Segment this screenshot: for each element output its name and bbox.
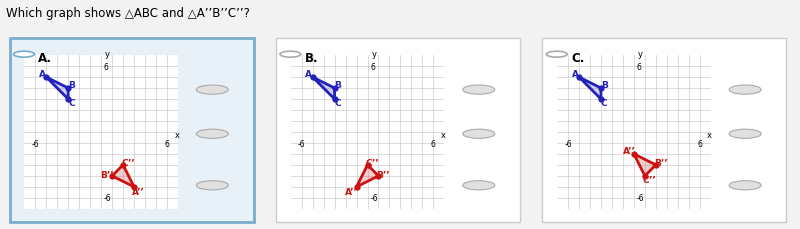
Text: Which graph shows △ABC and △A’’B’’C’’?: Which graph shows △ABC and △A’’B’’C’’?: [6, 7, 250, 20]
Text: C: C: [334, 99, 341, 108]
Text: C’’: C’’: [366, 158, 379, 167]
Text: C.: C.: [571, 52, 585, 65]
Text: y: y: [105, 50, 110, 59]
Text: B.: B.: [305, 52, 318, 65]
Text: x: x: [707, 131, 712, 140]
Text: y: y: [638, 50, 642, 59]
Text: C’’: C’’: [121, 158, 135, 167]
Polygon shape: [357, 165, 378, 187]
Text: 6: 6: [165, 139, 170, 148]
Text: y: y: [371, 50, 376, 59]
Text: C: C: [68, 99, 74, 108]
Text: A: A: [306, 69, 312, 78]
Text: -6: -6: [31, 139, 39, 148]
Text: C: C: [601, 99, 607, 108]
Text: C’’: C’’: [643, 175, 657, 184]
Text: x: x: [441, 131, 446, 140]
Text: 6: 6: [698, 139, 702, 148]
Text: -6: -6: [564, 139, 572, 148]
Text: 6: 6: [431, 139, 436, 148]
Text: -6: -6: [370, 194, 378, 202]
Text: B’’: B’’: [377, 170, 390, 179]
Text: A.: A.: [38, 52, 53, 65]
Text: 6: 6: [637, 62, 642, 71]
Text: A’’: A’’: [622, 147, 635, 155]
Polygon shape: [313, 78, 334, 100]
Text: 6: 6: [370, 62, 375, 71]
Text: -6: -6: [637, 194, 644, 202]
Text: B’’: B’’: [654, 158, 668, 167]
Text: -6: -6: [298, 139, 306, 148]
Text: B’’: B’’: [100, 170, 114, 179]
Polygon shape: [46, 78, 68, 100]
Text: A: A: [39, 69, 46, 78]
Text: B: B: [601, 81, 608, 90]
Text: 6: 6: [104, 62, 109, 71]
Text: A’’: A’’: [345, 187, 358, 196]
Text: A’’: A’’: [132, 187, 145, 196]
Text: x: x: [174, 131, 179, 140]
Polygon shape: [579, 78, 601, 100]
Polygon shape: [112, 165, 134, 187]
Text: B: B: [68, 81, 75, 90]
Text: -6: -6: [104, 194, 111, 202]
Text: B: B: [334, 81, 342, 90]
Text: A: A: [572, 69, 578, 78]
Polygon shape: [634, 154, 656, 176]
